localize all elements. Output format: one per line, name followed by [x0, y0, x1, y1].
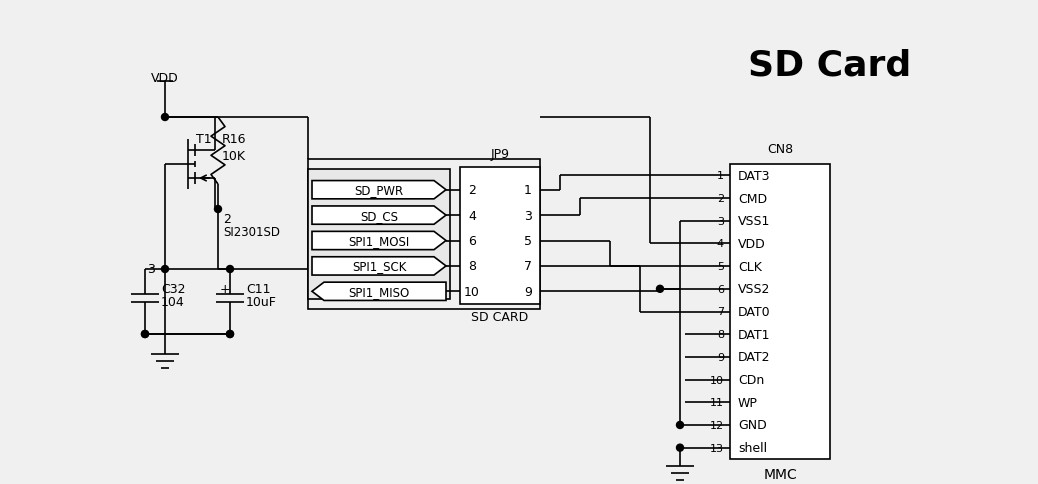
Text: C32: C32	[161, 283, 186, 296]
Circle shape	[162, 266, 168, 273]
Text: 1: 1	[524, 184, 531, 197]
Text: CLK: CLK	[738, 260, 762, 273]
Text: SPI1_MOSI: SPI1_MOSI	[349, 235, 410, 247]
Text: WP: WP	[738, 396, 758, 409]
Text: SD CARD: SD CARD	[471, 311, 528, 324]
Text: C11: C11	[246, 283, 271, 296]
Text: 2: 2	[468, 184, 476, 197]
Text: CMD: CMD	[738, 192, 767, 205]
Text: SI2301SD: SI2301SD	[223, 226, 280, 239]
Text: 5: 5	[717, 261, 723, 272]
Text: 2: 2	[223, 213, 230, 226]
Text: 10uF: 10uF	[246, 296, 277, 309]
Text: 4: 4	[717, 239, 723, 249]
Text: 9: 9	[717, 352, 723, 362]
Text: 12: 12	[710, 420, 723, 430]
Text: CN8: CN8	[767, 143, 793, 156]
Bar	[730, 165, 830, 459]
Text: VSS2: VSS2	[738, 283, 770, 296]
Polygon shape	[312, 207, 446, 225]
Text: 6: 6	[468, 235, 476, 247]
Text: 3: 3	[524, 209, 531, 222]
Circle shape	[677, 444, 683, 451]
Bar	[460, 167, 540, 304]
Text: T1: T1	[196, 133, 212, 146]
Circle shape	[226, 331, 234, 338]
Text: SD Card: SD Card	[748, 48, 911, 82]
Text: 10: 10	[464, 285, 480, 298]
Text: JP9: JP9	[491, 148, 510, 161]
Bar	[308, 170, 450, 300]
Text: +: +	[220, 283, 230, 296]
Text: DAT3: DAT3	[738, 169, 770, 182]
Text: VDD: VDD	[151, 71, 179, 84]
Circle shape	[141, 331, 148, 338]
Polygon shape	[312, 232, 446, 250]
Text: 3: 3	[147, 263, 155, 276]
Text: 1: 1	[717, 171, 723, 181]
Text: SPI1_MISO: SPI1_MISO	[349, 285, 410, 298]
Text: VDD: VDD	[738, 238, 766, 250]
Text: MMC: MMC	[763, 467, 797, 481]
Text: DAT1: DAT1	[738, 328, 770, 341]
Text: 2: 2	[717, 194, 723, 204]
Text: CDn: CDn	[738, 373, 764, 386]
Text: R16: R16	[222, 133, 246, 146]
Text: 7: 7	[717, 307, 723, 317]
Text: VSS1: VSS1	[738, 215, 770, 228]
Text: 8: 8	[717, 330, 723, 339]
Text: shell: shell	[738, 441, 767, 454]
Text: 3: 3	[717, 216, 723, 226]
Text: 9: 9	[524, 285, 531, 298]
Circle shape	[677, 422, 683, 428]
Text: GND: GND	[738, 419, 767, 432]
Text: 4: 4	[468, 209, 476, 222]
Text: 10: 10	[710, 375, 723, 385]
Circle shape	[656, 286, 663, 293]
Polygon shape	[312, 283, 446, 301]
Text: SD_CS: SD_CS	[360, 209, 398, 222]
Text: 11: 11	[710, 397, 723, 408]
Text: 5: 5	[524, 235, 532, 247]
Text: 6: 6	[717, 284, 723, 294]
Text: SD_PWR: SD_PWR	[354, 184, 404, 197]
Polygon shape	[312, 181, 446, 199]
Circle shape	[215, 206, 221, 213]
Circle shape	[162, 114, 168, 121]
Polygon shape	[312, 257, 446, 275]
Text: 13: 13	[710, 443, 723, 453]
Text: 8: 8	[468, 260, 476, 273]
Text: DAT0: DAT0	[738, 305, 770, 318]
Circle shape	[226, 266, 234, 273]
Text: SPI1_SCK: SPI1_SCK	[352, 260, 406, 273]
Text: DAT2: DAT2	[738, 351, 770, 363]
Circle shape	[141, 331, 148, 338]
Text: 104: 104	[161, 296, 185, 309]
Text: 7: 7	[524, 260, 532, 273]
Bar	[308, 160, 540, 309]
Text: 10K: 10K	[222, 150, 246, 163]
Circle shape	[226, 331, 234, 338]
